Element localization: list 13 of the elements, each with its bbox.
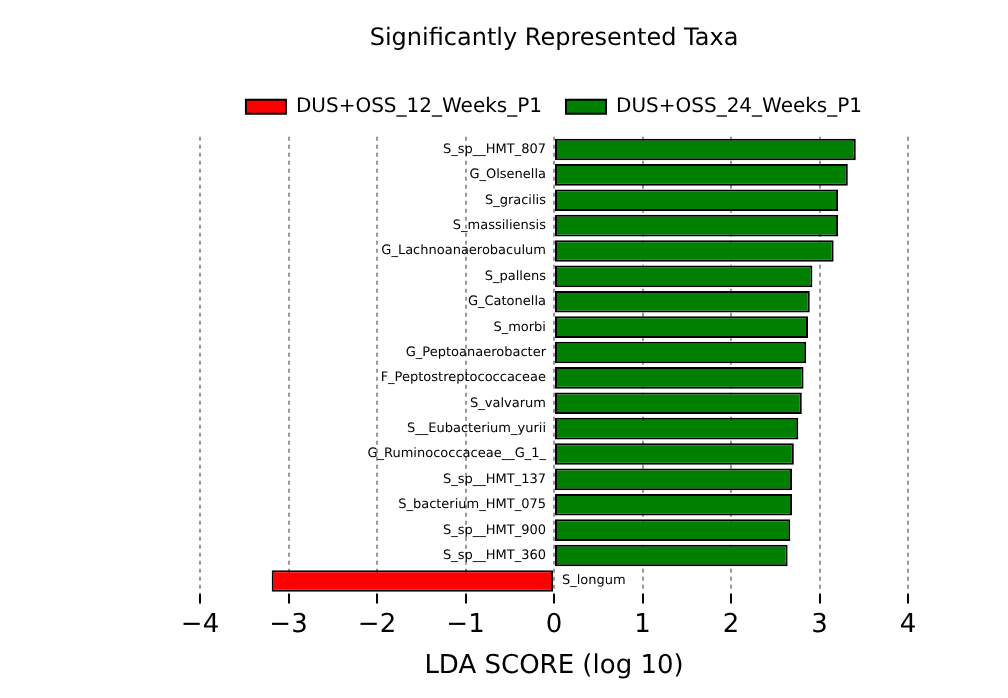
x-tick-label: −2 xyxy=(357,609,397,640)
legend-label: DUS+OSS_24_Weeks_P1 xyxy=(616,95,863,118)
x-tick-label: −4 xyxy=(180,609,220,640)
x-tick-label: 1 xyxy=(634,609,651,640)
legend-label: DUS+OSS_12_Weeks_P1 xyxy=(295,95,543,118)
x-tick-label: 4 xyxy=(899,609,917,640)
x-tick-label: −1 xyxy=(446,609,485,640)
x-tick-label: 0 xyxy=(545,609,563,640)
chart-title: Significantly Represented Taxa xyxy=(369,22,739,51)
x-tick-label: 2 xyxy=(722,609,740,640)
x-tick-label: −3 xyxy=(269,609,308,640)
x-tick-label: 3 xyxy=(811,609,828,640)
x-axis-title: LDA SCORE (log 10) xyxy=(424,651,684,682)
